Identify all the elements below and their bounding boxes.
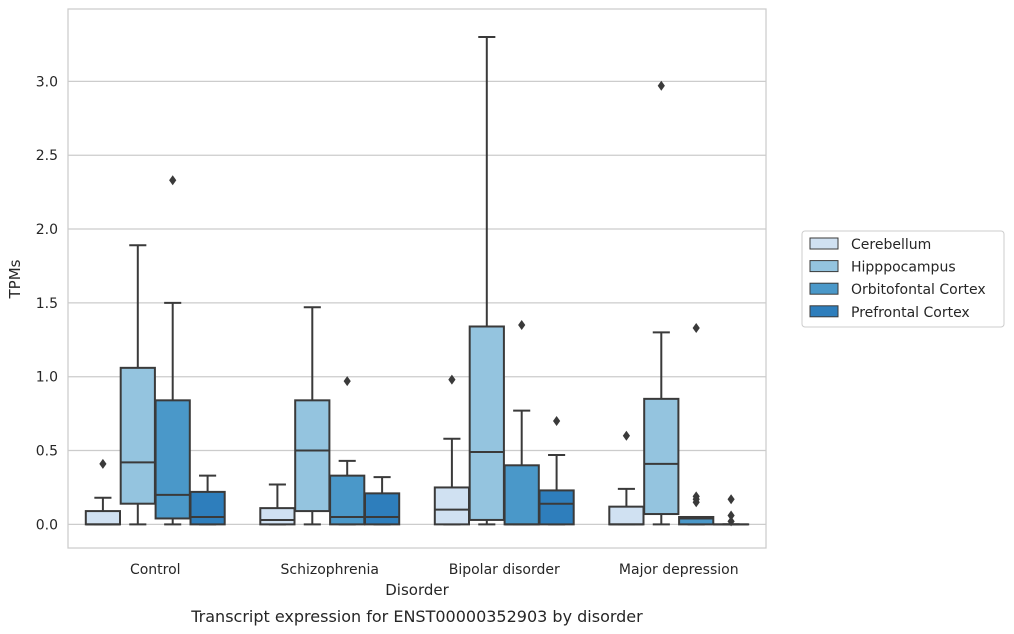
y-tick-label: 2.0 [36, 222, 58, 238]
box-3-3 [712, 494, 750, 527]
box-body [503, 464, 540, 526]
outlier-point [657, 80, 665, 91]
legend-label: Cerebellum [851, 237, 931, 253]
outlier-point [343, 376, 351, 387]
legend-frame [801, 230, 1005, 328]
legend-label: Hipppocampus [851, 260, 956, 276]
box-0-2 [154, 175, 191, 526]
box-body [363, 492, 401, 526]
legend-swatch [809, 260, 839, 273]
box-body [433, 486, 471, 526]
y-tick-label: 0.0 [36, 517, 58, 533]
box-0-0 [84, 458, 122, 526]
outlier-point [448, 374, 456, 385]
outlier-point [692, 491, 700, 502]
box-1-1 [294, 306, 331, 526]
box-groups [84, 36, 750, 527]
y-tick-label: 1.5 [36, 296, 58, 312]
box-body [154, 399, 191, 520]
legend: Cerebellum Hipppocampus Orbitofontal Corte… [801, 230, 1005, 328]
y-tick-label: 3.0 [36, 74, 58, 90]
y-tick-label: 1.0 [36, 370, 58, 386]
outlier-point [727, 494, 735, 505]
x-tick-label: Control [130, 562, 181, 578]
box-body [608, 505, 645, 526]
box-1-3 [363, 476, 401, 526]
x-tick-label: Bipolar disorder [449, 562, 560, 578]
box-3-1 [643, 80, 680, 526]
outlier-point [727, 510, 735, 521]
legend-label: Prefrontal Cortex [851, 305, 970, 321]
box-2-1 [468, 36, 505, 526]
box-body [84, 510, 122, 526]
box-body [294, 399, 331, 513]
legend-swatch [809, 305, 839, 318]
x-tick-label: Schizophrenia [281, 562, 379, 578]
box-body [189, 490, 226, 526]
box-2-3 [538, 416, 575, 526]
outlier-point [692, 322, 700, 333]
box-body [468, 325, 505, 521]
chart-caption: Transcript expression for ENST0000035290… [190, 607, 643, 626]
box-2-0 [433, 374, 471, 526]
box-body [678, 515, 715, 526]
y-axis-label: TPMs [6, 259, 24, 299]
outlier-point [553, 416, 561, 427]
legend-swatch [809, 282, 839, 295]
box-0-3 [189, 474, 226, 526]
outlier-point [518, 320, 526, 331]
y-tick-label: 2.5 [36, 148, 58, 164]
y-tick-label: 0.5 [36, 444, 58, 460]
x-tick-label: Major depression [619, 562, 739, 578]
box-body [643, 397, 680, 516]
x-axis-label: Disorder [385, 581, 449, 599]
box-3-2 [678, 322, 715, 526]
legend-items: Cerebellum Hipppocampus Orbitofontal Corte… [809, 237, 986, 321]
box-1-0 [259, 483, 296, 526]
y-axis-ticks: 0.0 0.5 1.0 1.5 2.0 2.5 3.0 [36, 74, 58, 533]
legend-label: Orbitofontal Cortex [851, 282, 986, 298]
box-3-0 [608, 430, 645, 526]
outlier-point [99, 458, 107, 469]
x-axis-ticks: Control Schizophrenia Bipolar disorder Majo… [130, 562, 739, 578]
box-body [538, 489, 575, 526]
outlier-point [622, 430, 630, 441]
outlier-point [169, 175, 177, 186]
plot-frame [67, 8, 767, 549]
box-body [119, 366, 156, 505]
box-0-1 [119, 244, 156, 526]
legend-swatch [809, 237, 839, 250]
outlier-point [727, 516, 735, 527]
box-2-2 [503, 320, 540, 526]
box-body [259, 507, 296, 526]
